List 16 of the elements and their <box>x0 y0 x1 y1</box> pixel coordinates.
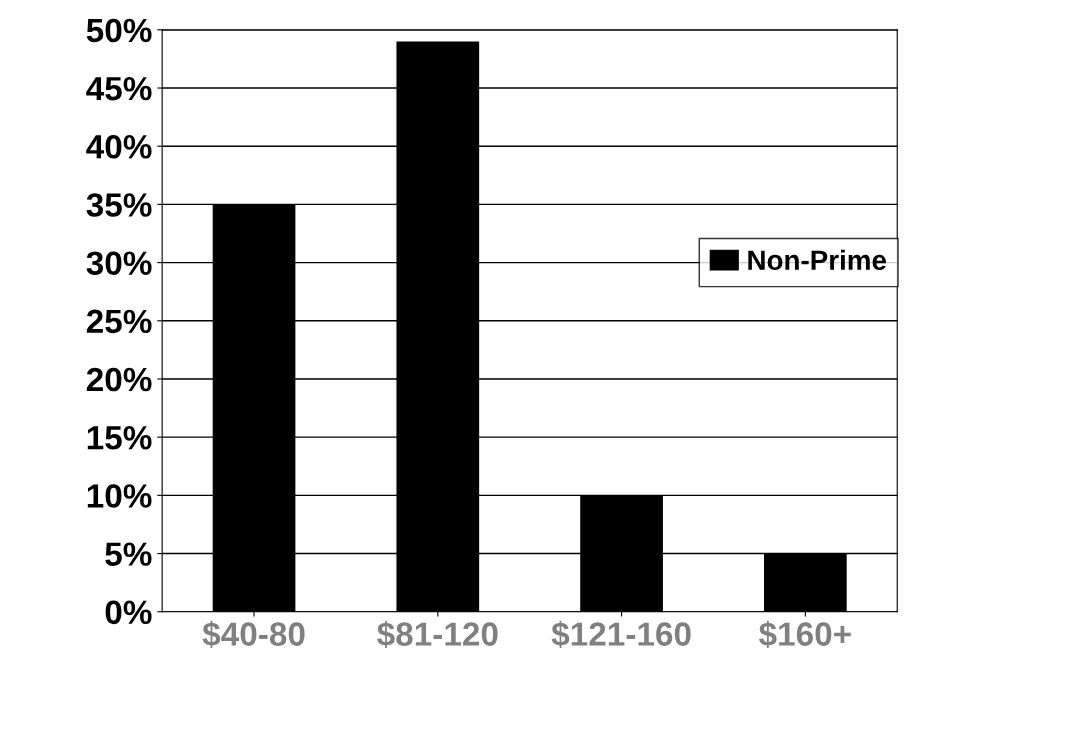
y-tick-label: 50% <box>86 18 152 43</box>
y-tick-label: 15% <box>87 426 152 450</box>
y-tick-label: 25% <box>86 309 152 334</box>
y-tick-label: 0% <box>105 600 152 625</box>
y-tick-label: 20% <box>86 367 152 392</box>
x-tick-label: $121-160 <box>551 620 691 649</box>
y-tick-label: 45% <box>86 76 152 101</box>
x-tick-label: $81-120 <box>377 620 498 649</box>
y-tick-label: 40% <box>86 135 152 159</box>
y-tick-label: 5% <box>105 542 152 566</box>
y-tick-label: 35% <box>86 193 152 217</box>
y-tick-label: 30% <box>86 251 152 276</box>
legend-label: Non-Prime <box>748 249 886 271</box>
y-tick-label: 10% <box>87 484 152 508</box>
x-tick-label: $160+ <box>758 620 851 649</box>
x-tick-label: $40-80 <box>202 620 305 649</box>
